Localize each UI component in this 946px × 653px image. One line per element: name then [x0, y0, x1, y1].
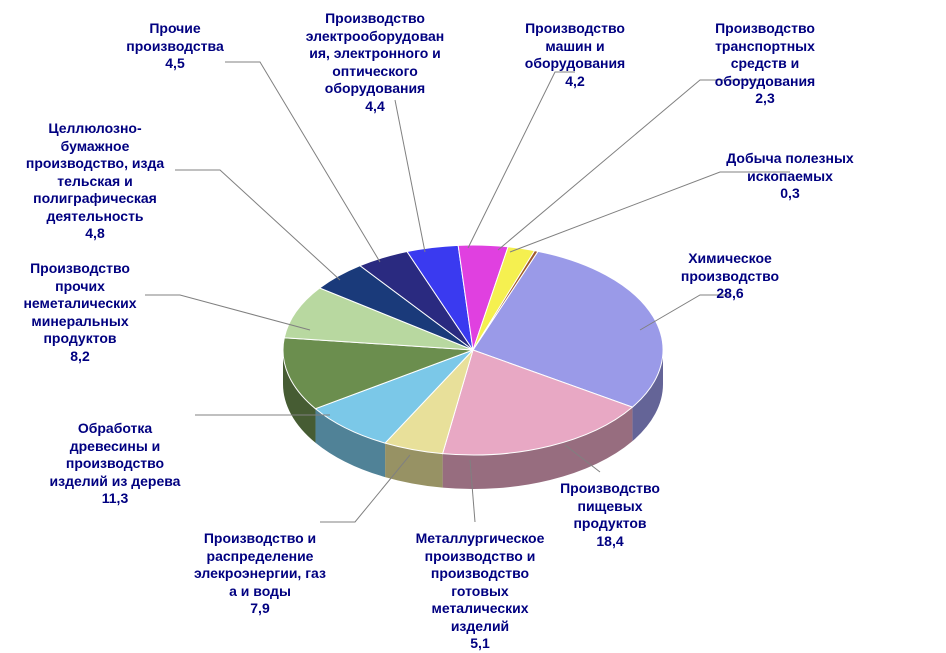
leader-line: [468, 72, 575, 248]
slice-label-text: Металлургическое производство и производ…: [416, 530, 545, 634]
slice-label-value: 28,6: [650, 285, 810, 303]
slice-label: Обработка древесины и производство издел…: [35, 420, 195, 508]
slice-label: Производство транспортных средств и обор…: [685, 20, 845, 108]
slice-label: Производство прочих неметалических минер…: [0, 260, 160, 365]
slice-label-text: Производство прочих неметалических минер…: [23, 260, 136, 346]
slice-label-value: 0,3: [710, 185, 870, 203]
slice-label-value: 2,3: [685, 90, 845, 108]
slice-label-text: Прочие производства: [126, 20, 223, 54]
slice-label-value: 4,8: [15, 225, 175, 243]
slice-label: Прочие производства4,5: [95, 20, 255, 73]
slice-label-text: Производство машин и оборудования: [525, 20, 625, 71]
slice-label-text: Производство электрооборудован ия, элект…: [306, 10, 445, 96]
slice-label-value: 7,9: [180, 600, 340, 618]
slice-label: Добыча полезных ископаемых0,3: [710, 150, 870, 203]
leader-line: [175, 170, 340, 280]
leader-line: [145, 295, 310, 330]
slice-label-text: Производство пищевых продуктов: [560, 480, 660, 531]
slice-label: Металлургическое производство и производ…: [400, 530, 560, 653]
slice-label-value: 4,4: [295, 98, 455, 116]
slice-label-text: Производство и распределение элекроэнерг…: [194, 530, 326, 599]
slice-label: Производство машин и оборудования 4,2: [495, 20, 655, 90]
slice-label-text: Целлюлозно- бумажное производство, изда …: [26, 120, 164, 224]
slice-label-text: Производство транспортных средств и обор…: [715, 20, 815, 89]
slice-label-value: 8,2: [0, 348, 160, 366]
slice-label-text: Обработка древесины и производство издел…: [50, 420, 181, 489]
slice-label: Целлюлозно- бумажное производство, изда …: [15, 120, 175, 243]
slice-label: Производство электрооборудован ия, элект…: [295, 10, 455, 115]
slice-label-text: Добыча полезных ископаемых: [726, 150, 853, 184]
slice-label: Химическое производство28,6: [650, 250, 810, 303]
slice-label: Производство и распределение элекроэнерг…: [180, 530, 340, 618]
pie-chart-3d: Химическое производство28,6 Производство …: [0, 0, 946, 644]
slice-label-value: 4,2: [495, 73, 655, 91]
slice-label-text: Химическое производство: [681, 250, 779, 284]
slice-label-value: 11,3: [35, 490, 195, 508]
slice-label-value: 4,5: [95, 55, 255, 73]
leader-line: [395, 100, 425, 252]
